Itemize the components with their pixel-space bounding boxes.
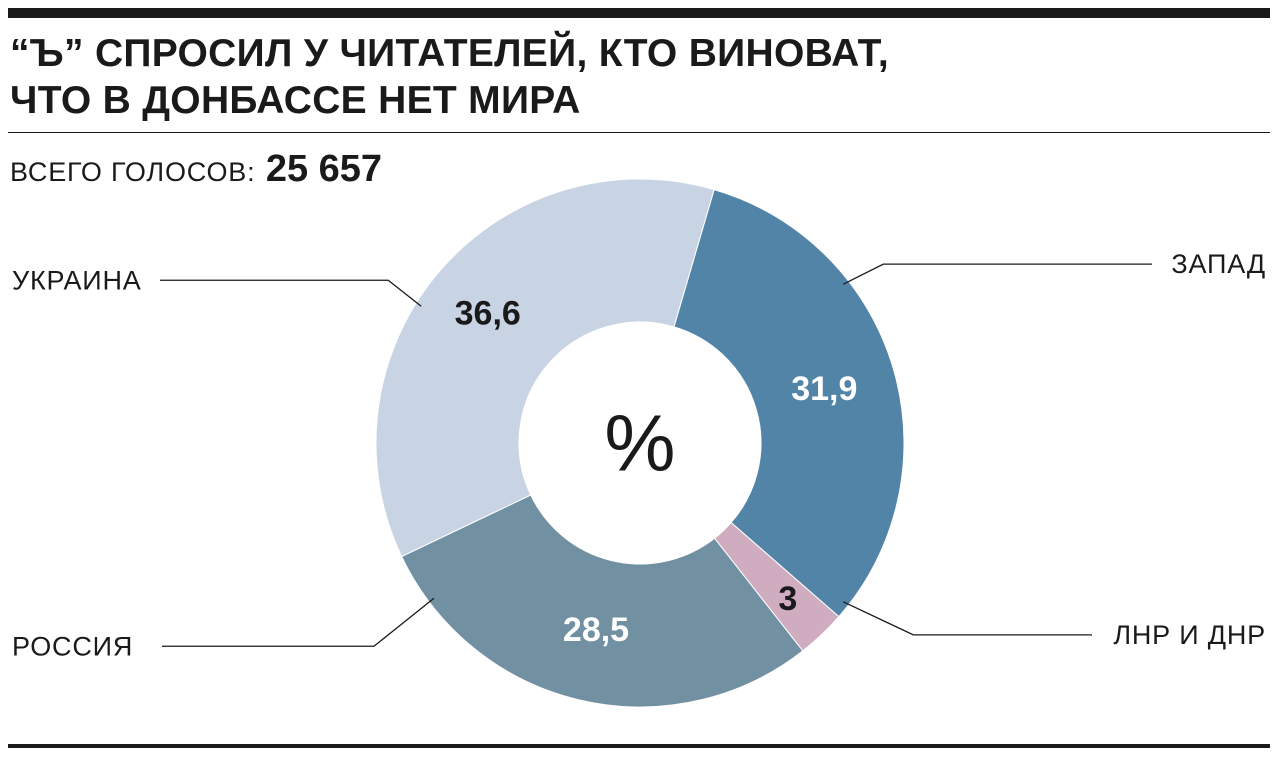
total-votes-value: 25 657 (265, 148, 383, 190)
slice-россия (400, 494, 804, 708)
slice-value-запад: 31,9 (791, 370, 857, 408)
slice-value-лнр-и-днр: 3 (778, 580, 797, 618)
slice-value-украина: 36,6 (455, 294, 521, 332)
total-votes-label: ВСЕГО ГОЛОСОВ: (10, 157, 256, 187)
slice-украина (375, 178, 715, 558)
slice-value-россия: 28,5 (563, 611, 629, 649)
leader-line-запад (843, 263, 1152, 285)
category-label-запад: ЗАПАД (1171, 249, 1266, 279)
leader-line-россия (162, 597, 435, 647)
category-label-украина: УКРАИНА (12, 265, 142, 295)
chart-title-line-1: “Ъ” спросил у читателей, кто виноват, (10, 32, 890, 75)
category-label-россия: РОССИЯ (12, 631, 133, 661)
category-label-лнр-и-днр: ЛНР И ДНР (1113, 620, 1266, 650)
center-percent-label: % (604, 399, 675, 488)
leader-line-украина (160, 279, 422, 307)
bottom-rule (8, 744, 1270, 748)
leader-line-лнр-и-днр (843, 601, 1092, 636)
top-rule (8, 8, 1270, 18)
slice-запад (673, 188, 905, 618)
chart-title-line-2: что в Донбассе нет мира (10, 79, 581, 122)
chart-title: “Ъ” спросил у читателей, кто виноват, чт… (10, 30, 889, 124)
title-rule (8, 132, 1270, 133)
total-votes: ВСЕГО ГОЛОСОВ: 25 657 (10, 148, 382, 191)
